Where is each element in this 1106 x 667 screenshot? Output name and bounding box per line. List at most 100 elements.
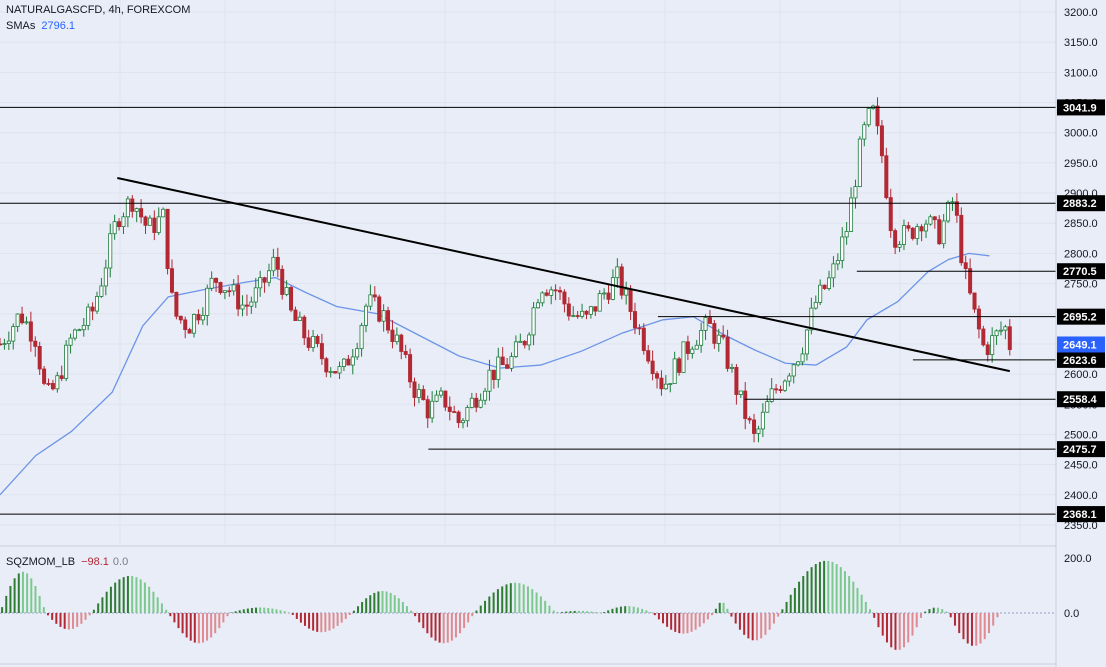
candle-body [33,340,38,347]
level-tag[interactable] [1057,351,1105,368]
candle-body [941,220,946,245]
candle-body [513,341,518,357]
candle-body [553,289,558,292]
candle-body [205,287,210,316]
candle-body [372,294,377,298]
sma-legend[interactable]: SMAs 2796.1 [6,20,75,32]
candle-body [531,307,536,336]
candle-body [0,343,3,346]
candle-body [64,344,69,379]
candle-body [804,329,809,355]
level-tag[interactable] [1057,506,1105,523]
candle-body [209,277,214,289]
candle-body [849,197,854,232]
level-tag[interactable] [1057,308,1105,325]
candle-body [615,266,620,279]
candle-body [408,354,413,383]
sma-label: SMAs [6,20,36,32]
candle-body [681,341,686,373]
candle-body [994,330,999,337]
level-tag-label: 2695.2 [1063,312,1097,324]
candle-body [747,418,752,421]
level-tag[interactable] [1057,441,1105,458]
horizontal-levels[interactable] [0,106,1056,515]
sma-value: 2796.1 [41,20,75,32]
symbol-legend[interactable]: NATURALGASCFD, 4h, FOREXCOM [6,4,190,16]
candle-body [289,287,294,311]
price-tick-label: 3000.0 [1064,128,1098,140]
candle-body [6,340,11,344]
level-tag[interactable] [1057,391,1105,408]
candle-body [624,288,629,296]
candle-body [584,310,589,315]
candle-body [928,216,933,225]
candle-body [527,334,532,346]
candle-body [637,327,642,330]
candle-body [443,390,448,408]
candle-body [337,366,342,374]
price-tick-label: 2500.0 [1064,429,1098,441]
candle-body [998,329,1003,332]
candle-body [341,358,346,367]
candle-body [919,226,924,232]
candle-body [438,390,443,396]
candle-body [72,329,77,339]
level-tag[interactable] [1057,99,1105,116]
candle-body [853,186,858,199]
candle-body [756,428,761,434]
candle-body [985,344,990,355]
level-tag-label: 2623.6 [1063,355,1097,367]
candle-body [258,277,263,289]
candle-body [857,138,862,187]
current-price-tag[interactable] [1057,336,1105,353]
candle-body [760,411,765,430]
candle-body [302,316,307,339]
candle-body [50,383,55,390]
candle-body [90,306,95,312]
candle-body [297,316,302,321]
candle-body [954,201,959,216]
level-tag-label: 2368.1 [1063,509,1097,521]
candle-body [946,201,951,222]
trendline[interactable] [117,176,1011,373]
candle-body [822,284,827,289]
candle-body [95,296,100,312]
candle-body [725,336,730,369]
candle-body [324,358,329,373]
candle-body [959,214,964,264]
candle-body [663,383,668,390]
candle-body [103,267,108,287]
candle-body [2,343,7,345]
level-tag[interactable] [1057,263,1105,280]
candle-body [416,389,421,398]
candle-body [456,411,461,424]
candle-body [465,407,470,422]
candle-body [707,317,712,324]
candle-body [787,375,792,382]
candle-body [227,290,232,293]
price-tick-label: 2850.0 [1064,218,1098,230]
candle-body [562,291,567,305]
oscillator-value: −98.1 [81,556,109,568]
candle-body [901,225,906,245]
candle-body [703,317,708,331]
candle-body [566,303,571,317]
candle-body [218,282,223,293]
trendline-segment[interactable] [117,176,1011,373]
candle-body [721,334,726,338]
candle-body [809,307,814,331]
candle-body [906,225,911,229]
candle-body [505,364,510,369]
candle-body [434,394,439,402]
level-tag[interactable] [1057,195,1105,212]
candle-body [580,310,585,317]
oscillator-legend[interactable]: SQZMOM_LB −98.1 0.0 [6,556,128,568]
candle-body [910,227,915,239]
candle-body [42,368,47,384]
candle-body [522,340,527,346]
candle-body [602,292,607,295]
price-tick-label: 2450.0 [1064,460,1098,472]
candle-body [68,337,73,346]
price-axis[interactable]: 3200.03150.03100.03050.03000.02950.02900… [1055,0,1106,667]
